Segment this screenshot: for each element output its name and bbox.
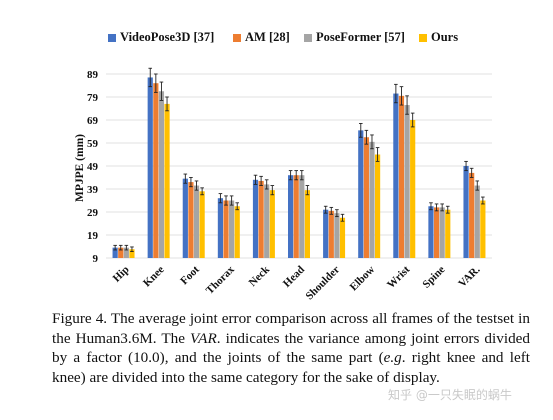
bar	[118, 247, 124, 258]
y-axis-label: MPJPE (mm)	[74, 134, 86, 202]
watermark: 知乎 @一只失眠的蜗牛	[388, 388, 512, 402]
bar	[480, 200, 486, 258]
caption-text: The average joint error comparison acros…	[52, 310, 530, 347]
bar	[339, 217, 346, 258]
bar	[158, 91, 165, 258]
bar	[234, 206, 240, 258]
y-tick-label: 69	[87, 115, 99, 127]
bar	[258, 180, 264, 258]
bar	[410, 120, 416, 258]
gridlines	[106, 73, 492, 259]
bar	[474, 185, 480, 258]
bar	[469, 172, 475, 258]
bar	[147, 77, 153, 258]
caption-var: VAR	[190, 329, 217, 347]
bar	[264, 184, 270, 258]
x-tick-label: VAR.	[456, 263, 482, 289]
bar	[398, 95, 405, 258]
bar	[182, 178, 188, 258]
bar	[229, 200, 235, 258]
x-tick-label: Knee	[141, 264, 167, 290]
x-tick-label: Head	[281, 264, 307, 290]
caption-figure-number: Figure 4.	[52, 310, 108, 327]
bar	[404, 105, 410, 258]
legend-item-ours: Ours	[419, 30, 458, 45]
x-tick-label: Foot	[178, 263, 202, 287]
y-tick-label: 39	[87, 184, 99, 196]
bar	[252, 179, 259, 258]
legend-label: AM [28]	[245, 30, 290, 44]
legend-item-am: AM [28]	[233, 30, 290, 45]
legend-swatch	[304, 33, 312, 42]
legend-item-poseformer: PoseFormer [57]	[304, 30, 405, 45]
bar	[123, 247, 129, 258]
caption-text: . right knee and left knee) are divided …	[52, 349, 530, 386]
legend-item-videopose3d: VideoPose3D [37]	[108, 30, 214, 45]
bar	[293, 175, 299, 258]
bar	[323, 209, 329, 258]
y-tick-label: 79	[87, 92, 99, 104]
bar	[304, 190, 310, 258]
bar	[363, 137, 369, 258]
x-tick-label: Thorax	[204, 263, 237, 296]
bars	[112, 77, 486, 259]
bar	[193, 185, 200, 258]
bar	[358, 130, 364, 258]
x-tick-label: Wrist	[385, 263, 413, 291]
bar	[153, 83, 159, 258]
bar	[428, 206, 434, 258]
bar	[374, 154, 381, 258]
bar	[328, 210, 334, 258]
legend: VideoPose3D [37] AM [28] PoseFormer [57]…	[108, 30, 548, 46]
y-tick-label: 89	[87, 69, 99, 81]
bar	[129, 249, 135, 258]
figure-caption: Figure 4. The average joint error compar…	[52, 309, 530, 387]
y-tick-label: 9	[93, 253, 99, 265]
legend-swatch	[233, 33, 241, 42]
legend-swatch	[419, 33, 427, 42]
bar	[299, 175, 305, 258]
bar	[445, 209, 451, 258]
bar	[393, 93, 399, 258]
y-tick-label: 19	[87, 230, 99, 242]
y-axis-ticks: 9 19 29 39 49 59 69 79 89	[87, 69, 99, 265]
x-tick-label: Elbow	[348, 264, 378, 294]
bar	[369, 141, 375, 258]
chart: 9 19 29 39 49 59 69 79 89 MPJPE (mm) Hip Knee Foot…	[74, 67, 492, 300]
x-tick-label: Neck	[247, 263, 273, 289]
bar	[433, 207, 440, 258]
legend-label: PoseFormer [57]	[316, 30, 405, 44]
y-tick-label: 59	[87, 138, 99, 150]
bar	[269, 190, 275, 258]
legend-label: Ours	[431, 30, 459, 44]
bar	[188, 182, 194, 258]
legend-swatch	[108, 33, 116, 42]
error-bars	[113, 67, 485, 253]
bar	[164, 103, 170, 259]
x-tick-label: Spine	[420, 264, 447, 291]
bar	[288, 175, 294, 258]
caption-text: . indicates the variance among joint err…	[52, 329, 530, 367]
bar	[217, 198, 224, 258]
x-tick-label: Shoulder	[303, 264, 342, 300]
y-tick-label: 29	[87, 207, 99, 219]
bar	[439, 207, 445, 258]
bar	[223, 200, 229, 258]
legend-label: VideoPose3D [37]	[120, 30, 215, 44]
caption-eg: e.g	[383, 349, 402, 367]
bar	[112, 247, 118, 258]
bar	[334, 213, 340, 258]
bar	[463, 166, 469, 258]
bar	[199, 191, 205, 258]
x-tick-label: Hip	[111, 264, 132, 285]
y-tick-label: 49	[87, 161, 99, 173]
